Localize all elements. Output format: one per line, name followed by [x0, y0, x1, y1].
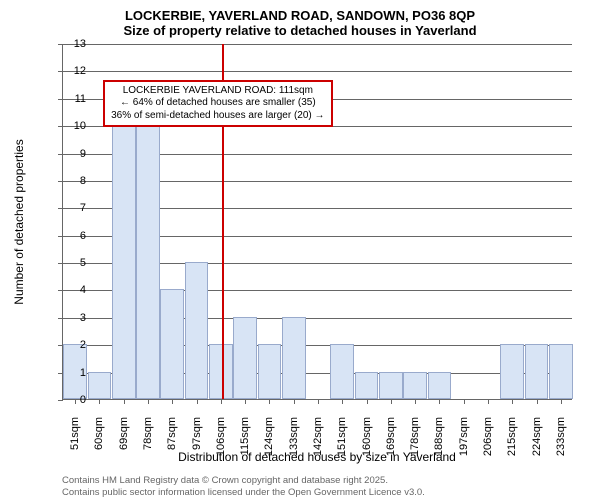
y-tick-label: 9	[66, 148, 86, 160]
y-tick-label: 4	[66, 284, 86, 296]
x-tick-mark	[197, 399, 198, 404]
y-tick-label: 13	[66, 38, 86, 50]
x-tick-mark	[415, 399, 416, 404]
footer-line-2: Contains public sector information licen…	[62, 487, 425, 498]
x-tick-mark	[99, 399, 100, 404]
x-tick-mark	[512, 399, 513, 404]
y-tick-mark	[58, 181, 63, 182]
chart-titles: LOCKERBIE, YAVERLAND ROAD, SANDOWN, PO36…	[0, 8, 600, 38]
x-tick-mark	[318, 399, 319, 404]
title-line-2: Size of property relative to detached ho…	[0, 23, 600, 38]
y-tick-label: 3	[66, 312, 86, 324]
annotation-line: ← 64% of detached houses are smaller (35…	[111, 97, 324, 110]
histogram-bar	[209, 344, 233, 399]
y-tick-mark	[58, 126, 63, 127]
y-tick-mark	[58, 208, 63, 209]
y-tick-mark	[58, 44, 63, 45]
x-tick-mark	[464, 399, 465, 404]
x-tick-mark	[124, 399, 125, 404]
y-axis-label: Number of detached properties	[12, 139, 26, 304]
y-tick-mark	[58, 290, 63, 291]
histogram-bar	[500, 344, 524, 399]
histogram-bar	[428, 372, 452, 399]
histogram-bar	[549, 344, 573, 399]
y-tick-mark	[58, 263, 63, 264]
x-tick-mark	[439, 399, 440, 404]
x-tick-mark	[367, 399, 368, 404]
y-tick-label: 1	[66, 367, 86, 379]
y-tick-label: 5	[66, 257, 86, 269]
plot-area: 51sqm60sqm69sqm78sqm87sqm97sqm106sqm115s…	[62, 44, 572, 400]
y-tick-label: 0	[66, 394, 86, 406]
histogram-bar	[258, 344, 282, 399]
x-tick-mark	[221, 399, 222, 404]
histogram-bar	[355, 372, 379, 399]
x-tick-mark	[537, 399, 538, 404]
x-tick-mark	[488, 399, 489, 404]
x-tick-mark	[245, 399, 246, 404]
histogram-bar	[160, 289, 184, 399]
histogram-bar	[525, 344, 549, 399]
y-tick-label: 6	[66, 230, 86, 242]
y-tick-label: 12	[66, 65, 86, 77]
gridline	[63, 44, 572, 45]
histogram-bar	[136, 98, 160, 399]
histogram-bar	[282, 317, 306, 399]
y-tick-mark	[58, 318, 63, 319]
histogram-bar	[403, 372, 427, 399]
histogram-bar	[330, 344, 354, 399]
title-line-1: LOCKERBIE, YAVERLAND ROAD, SANDOWN, PO36…	[0, 8, 600, 23]
histogram-bar	[379, 372, 403, 399]
x-tick-mark	[294, 399, 295, 404]
y-tick-label: 7	[66, 202, 86, 214]
x-axis-label: Distribution of detached houses by size …	[62, 450, 572, 464]
x-tick-mark	[269, 399, 270, 404]
y-tick-label: 11	[66, 93, 86, 105]
y-tick-label: 8	[66, 175, 86, 187]
histogram-bar	[185, 262, 209, 399]
y-tick-label: 10	[66, 120, 86, 132]
x-tick-mark	[148, 399, 149, 404]
annotation-box: LOCKERBIE YAVERLAND ROAD: 111sqm← 64% of…	[103, 80, 332, 128]
y-tick-mark	[58, 400, 63, 401]
x-tick-mark	[342, 399, 343, 404]
x-tick-mark	[172, 399, 173, 404]
x-tick-mark	[561, 399, 562, 404]
histogram-bar	[88, 372, 112, 399]
histogram-bar	[233, 317, 257, 399]
y-tick-label: 2	[66, 339, 86, 351]
annotation-line: 36% of semi-detached houses are larger (…	[111, 110, 324, 123]
x-tick-mark	[391, 399, 392, 404]
attribution-footer: Contains HM Land Registry data © Crown c…	[62, 475, 425, 498]
y-tick-mark	[58, 99, 63, 100]
y-tick-mark	[58, 154, 63, 155]
gridline	[63, 71, 572, 72]
y-tick-mark	[58, 236, 63, 237]
histogram-bar	[112, 125, 136, 399]
footer-line-1: Contains HM Land Registry data © Crown c…	[62, 475, 425, 486]
annotation-line: LOCKERBIE YAVERLAND ROAD: 111sqm	[111, 85, 324, 98]
y-tick-mark	[58, 71, 63, 72]
